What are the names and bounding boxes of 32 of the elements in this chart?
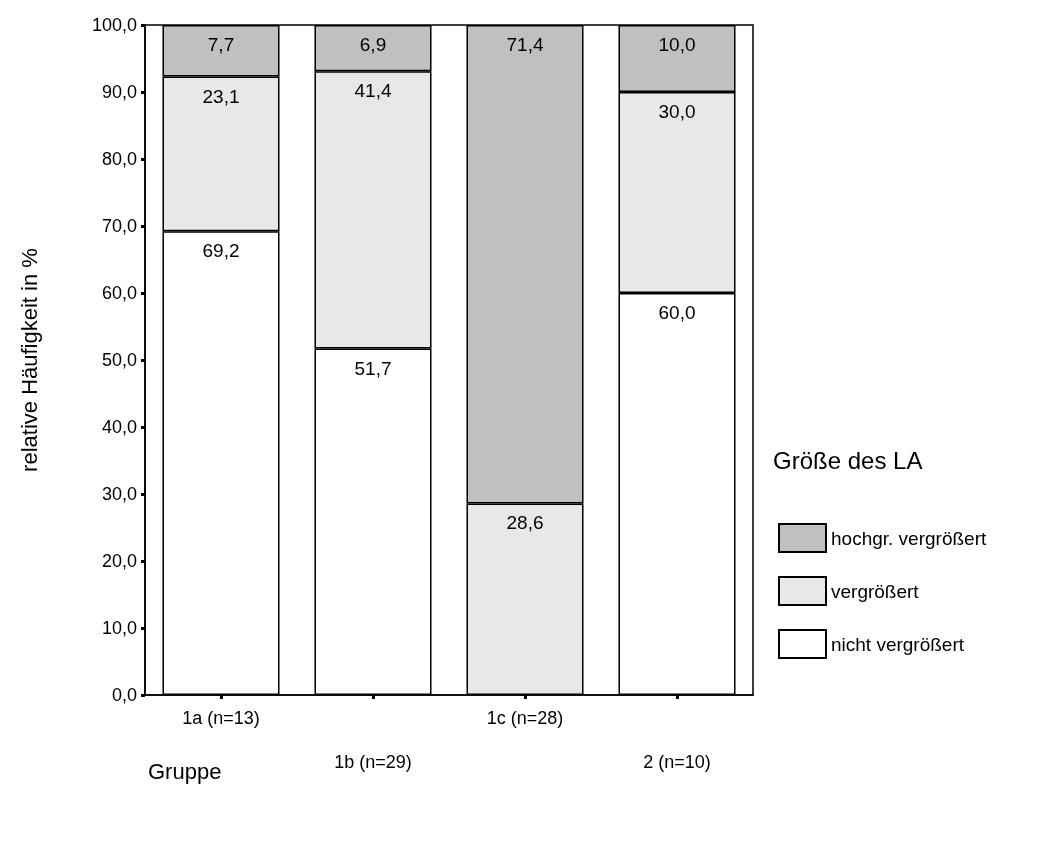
data-label: 69,2 [202,240,240,262]
y-tick-label: 40,0 [101,417,137,437]
y-tick-label: 0,0 [111,685,137,705]
data-label: 51,7 [354,357,392,379]
y-tick-label: 100,0 [91,15,137,35]
x-tick-label: 1b (n=29) [334,752,412,772]
x-tick-label: 1c (n=28) [486,708,564,728]
y-tick-label: 60,0 [101,283,137,303]
legend-label: nicht vergrößert [831,633,965,655]
data-label: 60,0 [658,302,696,323]
y-axis-title: relative Häufigkeit in % [16,248,42,472]
legend-title: Größe des LA [773,446,923,474]
y-tick-label: 50,0 [101,350,137,370]
y-tick-label: 30,0 [101,484,137,504]
legend-label: vergrößert [831,580,920,602]
legend-label: hochgr. vergrößert [831,527,987,549]
y-tick-label: 80,0 [101,149,137,169]
x-tick-label: 1a (n=13) [182,708,260,728]
data-label: 30,0 [658,101,696,122]
y-tick-label: 20,0 [101,551,137,571]
y-tick-label: 90,0 [101,82,137,102]
data-label: 28,6 [506,512,544,534]
x-tick-label: 2 (n=10) [643,752,711,772]
data-label: 23,1 [202,85,240,107]
y-tick-label: 70,0 [101,216,137,236]
data-label: 7,7 [207,34,235,55]
data-label: 71,4 [506,34,544,55]
y-tick-label: 10,0 [101,618,137,638]
x-axis-title: Gruppe [148,758,222,784]
data-label: 41,4 [354,80,392,102]
data-label: 6,9 [359,34,387,55]
data-label: 10,0 [658,34,696,55]
